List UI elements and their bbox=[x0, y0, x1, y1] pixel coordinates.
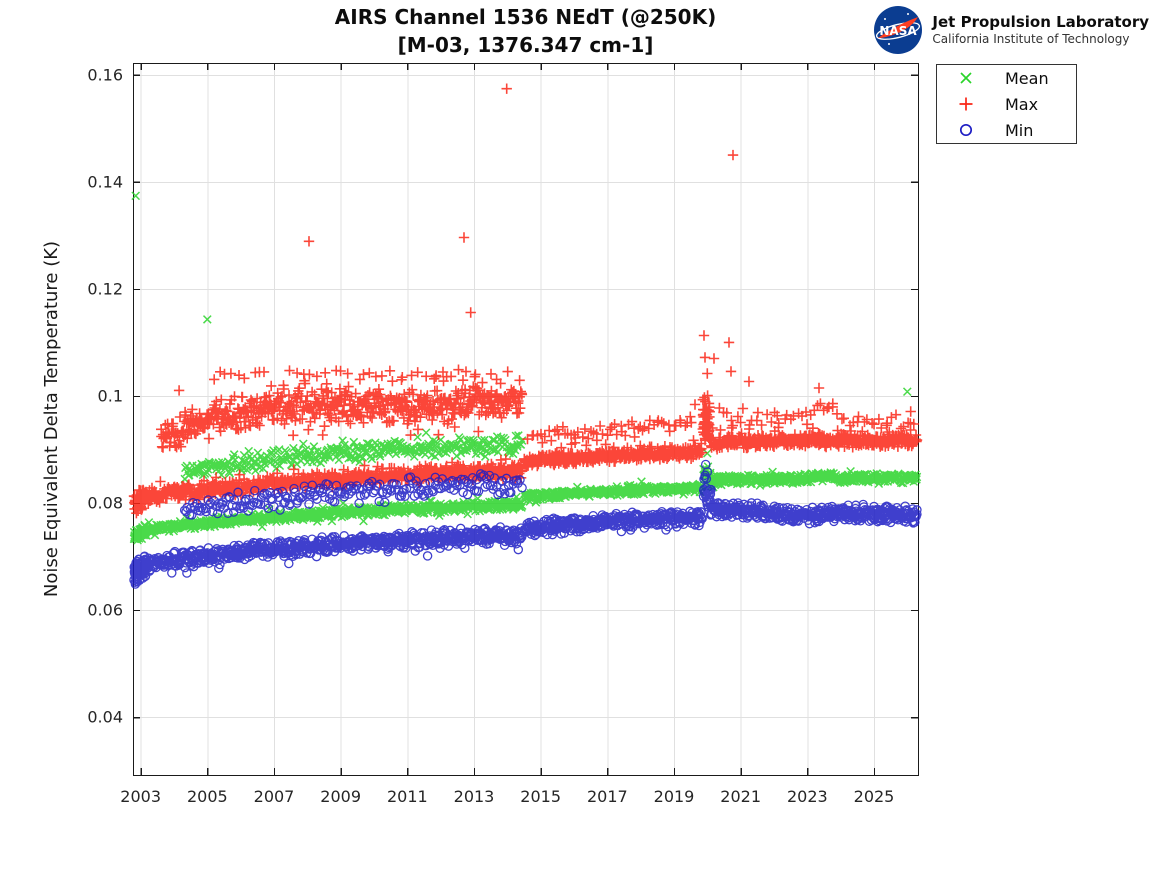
chart-subtitle: [M-03, 1376.347 cm-1] bbox=[397, 33, 654, 57]
legend-entry-max: Max bbox=[937, 91, 1076, 117]
y-tick-label: 0.16 bbox=[87, 65, 123, 84]
y-tick-label: 0.06 bbox=[87, 601, 123, 620]
x-tick-label: 2025 bbox=[854, 787, 895, 806]
x-tick-label: 2017 bbox=[587, 787, 628, 806]
y-tick-label: 0.04 bbox=[87, 708, 123, 727]
mean-marker-icon bbox=[951, 69, 981, 87]
legend-entry-min: Min bbox=[937, 117, 1076, 143]
jpl-logo-block: NASA Jet Propulsion Laboratory Californi… bbox=[872, 4, 1149, 56]
caltech-name: California Institute of Technology bbox=[932, 32, 1130, 46]
series-points-max bbox=[128, 83, 923, 519]
x-tick-label: 2003 bbox=[120, 787, 161, 806]
min-marker-icon bbox=[951, 121, 981, 139]
nasa-logo-text: NASA bbox=[880, 24, 918, 38]
legend-label-min: Min bbox=[1005, 120, 1034, 140]
y-tick-label: 0.14 bbox=[87, 172, 123, 191]
tick-labels: 2003 2005 2007 2009 2011 2013 2015 2017 2019 2021… bbox=[87, 65, 894, 806]
x-tick-label: 2009 bbox=[320, 787, 361, 806]
nasa-meatball-icon: NASA bbox=[874, 6, 923, 54]
x-tick-label: 2007 bbox=[254, 787, 295, 806]
x-tick-label: 2015 bbox=[520, 787, 561, 806]
series-points-mean bbox=[129, 191, 922, 545]
x-tick-label: 2021 bbox=[720, 787, 761, 806]
max-marker-icon bbox=[951, 95, 981, 113]
legend: Mean Max Min bbox=[936, 64, 1077, 144]
y-tick-label: 0.08 bbox=[87, 494, 123, 513]
jpl-name: Jet Propulsion Laboratory bbox=[932, 13, 1149, 31]
jpl-logo-text: Jet Propulsion Laboratory California Ins… bbox=[932, 13, 1149, 47]
chart-title-block: AIRS Channel 1536 NEdT (@250K) [M-03, 13… bbox=[133, 3, 918, 59]
y-tick-label: 0.1 bbox=[98, 386, 123, 405]
x-tick-label: 2019 bbox=[654, 787, 695, 806]
series-points-min bbox=[129, 459, 922, 589]
y-axis-label: Noise Equivalent Delta Temperature (K) bbox=[41, 241, 62, 597]
y-tick-label: 0.12 bbox=[87, 279, 123, 298]
data-points bbox=[128, 83, 923, 589]
x-tick-label: 2023 bbox=[787, 787, 828, 806]
gridlines bbox=[133, 63, 918, 775]
legend-entry-mean: Mean bbox=[937, 65, 1076, 91]
x-tick-label: 2005 bbox=[187, 787, 228, 806]
axes-box bbox=[132, 62, 920, 777]
legend-label-mean: Mean bbox=[1005, 68, 1049, 88]
x-tick-label: 2013 bbox=[454, 787, 495, 806]
legend-label-max: Max bbox=[1005, 94, 1039, 114]
chart-title: AIRS Channel 1536 NEdT (@250K) bbox=[334, 5, 717, 29]
x-tick-label: 2011 bbox=[387, 787, 428, 806]
